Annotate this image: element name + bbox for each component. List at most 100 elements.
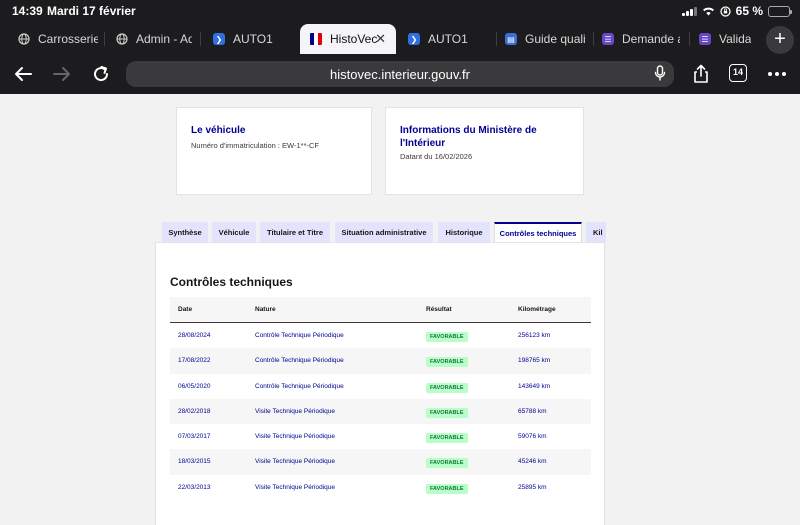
more-menu-button[interactable] [768,72,786,76]
reload-icon [94,66,109,82]
ministry-card: Informations du Ministère de l'Intérieur… [385,107,584,195]
back-button[interactable] [10,60,36,88]
result-badge: FAVORABLE [426,357,468,368]
tab-situation-administrative[interactable]: Situation administrative [335,222,433,242]
screen-lock-icon [719,5,731,17]
cell-mileage: 198765 km [518,357,551,365]
forward-button[interactable] [49,60,75,88]
cell-date: 07/03/2017 [178,433,211,441]
cell-mileage: 143649 km [518,382,551,390]
battery-icon [768,5,792,17]
table-header: Date Nature Résultat Kilométrage [170,297,591,323]
cell-date: 17/08/2022 [178,357,211,365]
new-tab-button[interactable]: + [766,26,794,54]
column-header-result: Résultat [426,306,452,313]
signal-icon [681,6,697,16]
vehicle-card-title: Le véhicule [191,125,246,136]
result-badge: FAVORABLE [426,332,468,342]
cell-nature: Visite Technique Périodique [255,407,335,415]
section-title: Contrôles techniques [170,275,293,289]
browser-tab-label: Demande ag [622,32,680,46]
column-header-date: Date [178,306,193,313]
cell-mileage: 59076 km [518,433,547,441]
microphone-icon[interactable] [654,65,666,86]
browser-tab-label: Validat [719,32,751,46]
result-badge: FAVORABLE [426,433,468,444]
cell-date: 18/03/2015 [178,458,211,466]
column-header-mileage: Kilométrage [518,306,556,313]
browser-tab-validation[interactable]: ☰ Validat [699,24,751,54]
status-time: 14:39 [12,4,43,18]
reload-button[interactable] [88,60,114,88]
cell-date: 28/08/2024 [178,332,211,339]
cell-date: 28/02/2018 [178,407,211,415]
auto1-icon: ❯ [408,33,420,45]
wifi-icon [702,7,714,16]
status-date: Mardi 17 février [47,4,136,18]
page-tab-bar: Synthèse Véhicule Titulaire et Titre Sit… [162,222,606,242]
tab-controles-techniques[interactable]: Contrôles techniques [494,222,582,242]
cell-nature: Visite Technique Périodique [255,483,335,491]
status-bar: 14:39 Mardi 17 février 65 % [0,0,800,22]
tab-titulaire[interactable]: Titulaire et Titre [260,222,330,242]
browser-tab-carrosserie[interactable]: Carrosserie [18,24,98,54]
plate-number: Numéro d'immatriculation : EW-1**-CF [191,141,319,150]
cell-nature: Visite Technique Périodique [255,433,335,441]
browser-tab-label: AUTO1 [233,32,273,46]
table-row: 22/03/2013 Visite Technique Périodique F… [170,475,591,500]
url-text: histovec.interieur.gouv.fr [330,67,470,82]
battery-percent: 65 % [735,4,763,18]
browser-tab-label: HistoVec [330,32,378,46]
status-indicators: 65 % [681,4,792,18]
data-date: Datant du 16/02/2026 [400,152,473,161]
browser-tab-admin[interactable]: Admin - Adm [116,24,192,54]
tab-kilometrage[interactable]: Kil [586,222,606,242]
column-header-nature: Nature [255,306,276,313]
table-row: 18/03/2015 Visite Technique Périodique F… [170,449,591,475]
browser-tab-label: Admin - Adm [136,32,192,46]
vehicle-card: Le véhicule Numéro d'immatriculation : E… [176,107,372,195]
table-body: 28/08/2024 Contrôle Technique Périodique… [170,323,591,500]
address-bar[interactable]: histovec.interieur.gouv.fr [126,61,674,87]
browser-tab-guide[interactable]: ▤ Guide qualité [505,24,585,54]
browser-tab-auto1-2[interactable]: ❯ AUTO1 [408,24,488,54]
browser-tab-auto1[interactable]: ❯ AUTO1 [213,24,293,54]
doc-icon: ▤ [505,33,517,45]
close-tab-icon[interactable]: ✕ [375,31,386,46]
cell-nature: Contrôle Technique Périodique [255,382,344,390]
result-badge: FAVORABLE [426,483,468,494]
histovec-flag-icon [310,33,322,45]
table-row: 06/05/2020 Contrôle Technique Périodique… [170,374,591,399]
cell-mileage: 45246 km [518,458,547,466]
browser-tab-strip: Carrosserie Admin - Adm ❯ AUTO1 HistoVec… [0,24,800,54]
result-badge: FAVORABLE [426,382,468,393]
cell-date: 06/05/2020 [178,382,211,390]
share-icon [694,64,708,83]
controls-table: Date Nature Résultat Kilométrage 28/08/2… [170,297,591,500]
arrow-left-icon [15,67,32,81]
form-icon: ☰ [602,33,614,45]
cell-mileage: 65788 km [518,407,547,415]
tab-vehicule[interactable]: Véhicule [212,222,256,242]
table-row: 17/08/2022 Contrôle Technique Périodique… [170,348,591,374]
browser-tab-label: Guide qualité [525,32,585,46]
table-row: 07/03/2017 Visite Technique Périodique F… [170,424,591,449]
browser-tab-histovec[interactable]: HistoVec ✕ [300,24,396,54]
ministry-card-title: Informations du Ministère de l'Intérieur [400,125,537,149]
cell-mileage: 25895 km [518,483,547,491]
result-badge: FAVORABLE [426,407,468,418]
browser-tab-demande[interactable]: ☰ Demande ag [602,24,680,54]
globe-icon [116,33,128,45]
tab-count-button[interactable]: 14 [729,64,747,82]
tab-historique[interactable]: Historique [438,222,490,242]
browser-chrome: 14:39 Mardi 17 février 65 % Carrosserie … [0,0,800,94]
browser-tab-label: Carrosserie [38,32,98,46]
auto1-icon: ❯ [213,33,225,45]
tab-synthese[interactable]: Synthèse [162,222,208,242]
share-button[interactable] [688,60,714,88]
globe-icon [18,33,30,45]
cell-date: 22/03/2013 [178,483,211,491]
controls-panel: Contrôles techniques Date Nature Résulta… [155,242,605,525]
cell-nature: Contrôle Technique Périodique [255,332,344,339]
browser-toolbar: histovec.interieur.gouv.fr 14 [0,56,800,94]
